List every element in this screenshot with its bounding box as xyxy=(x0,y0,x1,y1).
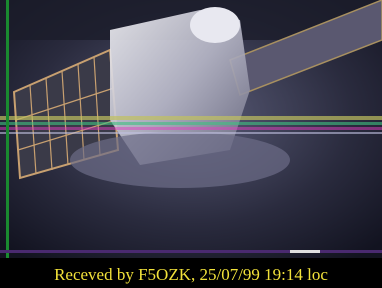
page: Receved by F5OZK, 25/07/99 19:14 loc (()… xyxy=(0,0,382,288)
module-top xyxy=(190,7,240,43)
module-base xyxy=(70,132,290,188)
noise xyxy=(0,127,382,130)
noise xyxy=(0,122,382,125)
noise xyxy=(0,132,382,134)
edge-line xyxy=(290,250,320,253)
caption: Receved by F5OZK, 25/07/99 19:14 loc xyxy=(54,265,328,284)
edge-line xyxy=(0,250,382,253)
sstv-image: Receved by F5OZK, 25/07/99 19:14 loc xyxy=(0,0,382,288)
edge-line xyxy=(6,0,9,258)
photo xyxy=(0,0,382,258)
noise xyxy=(0,116,382,120)
